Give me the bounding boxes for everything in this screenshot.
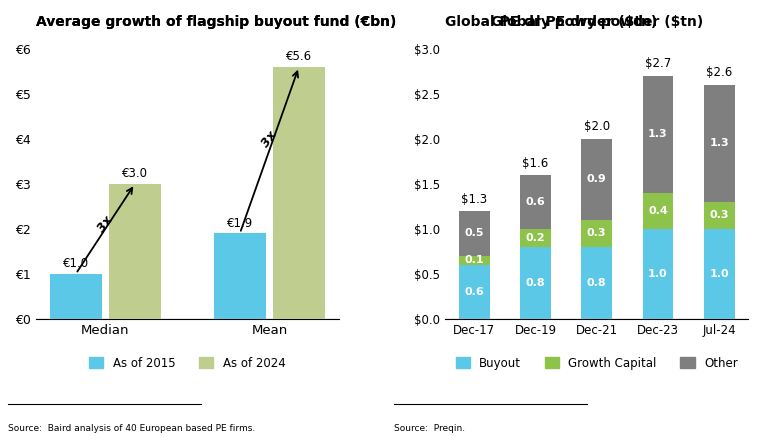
Bar — [704, 202, 734, 229]
Text: €1.9: €1.9 — [226, 217, 253, 230]
Text: Source:  Preqin.: Source: Preqin. — [394, 423, 465, 433]
Bar — [581, 247, 612, 319]
Bar — [581, 220, 612, 247]
Title: Global PE dry powder ($tn): Global PE dry powder ($tn) — [491, 15, 703, 29]
Text: €5.6: €5.6 — [286, 50, 312, 63]
Text: Global PE dry powder ($tn): Global PE dry powder ($tn) — [445, 15, 657, 29]
Bar — [49, 274, 102, 319]
Text: Source:  Baird analysis of 40 European based PE firms.: Source: Baird analysis of 40 European ba… — [8, 423, 255, 433]
Text: 0.6: 0.6 — [526, 197, 545, 207]
Text: 0.8: 0.8 — [587, 278, 607, 288]
Text: 1.0: 1.0 — [710, 269, 729, 279]
Text: 3x: 3x — [95, 214, 116, 235]
Bar — [520, 247, 551, 319]
Text: $2.0: $2.0 — [584, 121, 610, 133]
Bar — [704, 229, 734, 319]
Text: €3.0: €3.0 — [122, 167, 148, 180]
Bar — [108, 184, 161, 319]
Bar — [273, 67, 325, 319]
Bar — [459, 265, 489, 319]
Bar — [642, 76, 673, 193]
Text: 0.3: 0.3 — [587, 229, 607, 239]
Text: 0.6: 0.6 — [465, 287, 484, 297]
Text: 0.8: 0.8 — [526, 278, 545, 288]
Text: €1.0: €1.0 — [63, 257, 89, 271]
Title: Average growth of flagship buyout fund (€bn): Average growth of flagship buyout fund (… — [36, 15, 396, 29]
Text: 3x: 3x — [259, 128, 280, 149]
Text: 0.5: 0.5 — [465, 229, 484, 239]
Text: 1.0: 1.0 — [649, 269, 668, 279]
Bar — [704, 85, 734, 202]
Text: $1.3: $1.3 — [461, 193, 487, 205]
Text: 0.9: 0.9 — [587, 174, 607, 184]
Text: $2.7: $2.7 — [645, 58, 671, 70]
Bar — [642, 229, 673, 319]
Text: Average growth of flagship buyout fund (€bn): Average growth of flagship buyout fund (… — [36, 15, 396, 29]
Bar — [459, 211, 489, 256]
Bar — [581, 139, 612, 220]
Bar — [520, 175, 551, 229]
Bar — [520, 229, 551, 247]
Text: 0.4: 0.4 — [648, 206, 668, 216]
Bar — [459, 256, 489, 265]
Text: 0.2: 0.2 — [526, 233, 545, 243]
Bar — [213, 233, 266, 319]
Bar — [642, 193, 673, 229]
Legend: As of 2015, As of 2024: As of 2015, As of 2024 — [84, 352, 290, 375]
Text: 0.1: 0.1 — [465, 255, 484, 265]
Legend: Buyout, Growth Capital, Other: Buyout, Growth Capital, Other — [451, 352, 743, 375]
Text: $1.6: $1.6 — [523, 156, 549, 170]
Text: 1.3: 1.3 — [710, 139, 729, 149]
Text: 1.3: 1.3 — [649, 129, 668, 139]
Text: $2.6: $2.6 — [706, 66, 732, 80]
Text: 0.3: 0.3 — [710, 210, 729, 220]
